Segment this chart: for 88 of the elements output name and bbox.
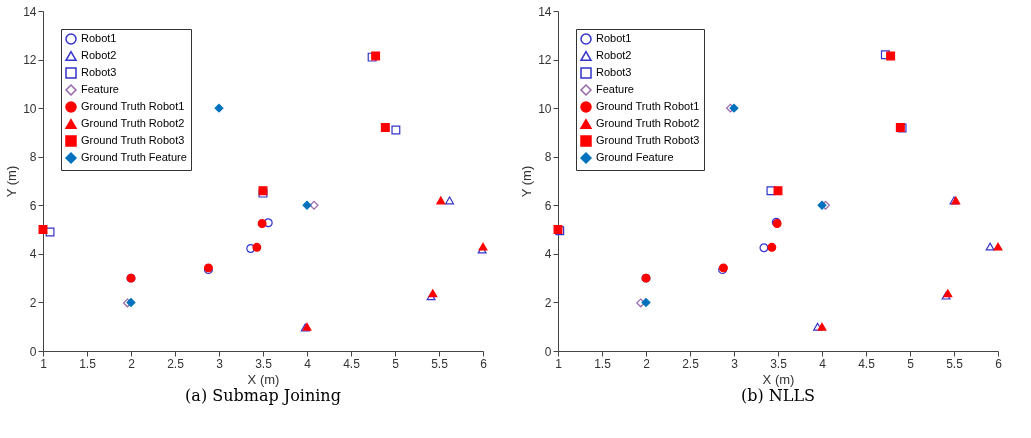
point xyxy=(246,244,256,253)
point xyxy=(886,51,896,61)
point xyxy=(367,52,377,62)
point xyxy=(380,123,390,133)
x-tick-label: 2.5 xyxy=(167,356,185,371)
legend-label: Robot3 xyxy=(596,66,632,78)
legend-label: Ground Truth Feature xyxy=(81,151,187,163)
point xyxy=(45,227,55,237)
point xyxy=(38,225,48,235)
point xyxy=(257,219,267,228)
x-tick-label: 4.5 xyxy=(343,356,361,371)
y-tick-label: 4 xyxy=(544,247,552,262)
legend-label: Robot3 xyxy=(81,66,117,78)
legend-label: Robot1 xyxy=(596,32,632,44)
y-axis-title: Y (m) xyxy=(4,165,20,198)
y-tick-label: 8 xyxy=(544,150,552,165)
x-tick-label: 6 xyxy=(995,356,1003,371)
x-tick-label: 3 xyxy=(731,356,739,371)
x-tick-label: 5.5 xyxy=(946,356,964,371)
y-tick-label: 4 xyxy=(29,247,37,262)
x-tick-label: 6 xyxy=(480,356,488,371)
point xyxy=(993,242,1003,251)
legend-label: Ground Feature xyxy=(596,151,674,163)
text: (a) Submap Joining xyxy=(185,386,341,405)
x-tick-label: 4 xyxy=(819,356,827,371)
x-tick-label: 4 xyxy=(304,356,312,371)
x-tick-label: 3.5 xyxy=(770,356,788,371)
x-axis-title: X (m) xyxy=(247,371,280,387)
point xyxy=(641,297,651,307)
y-tick-label: 8 xyxy=(29,150,37,165)
y-tick-label: 14 xyxy=(23,4,37,19)
x-tick-label: 1.5 xyxy=(594,356,612,371)
legend-label: Ground Truth Robot2 xyxy=(596,117,700,129)
x-tick-label: 2.5 xyxy=(682,356,700,371)
x-tick-label: 1 xyxy=(40,356,48,371)
x-tick-label: 2 xyxy=(643,356,651,371)
y-tick-label: 10 xyxy=(538,101,552,116)
x-tick-label: 5 xyxy=(907,356,915,371)
x-tick-label: 5.5 xyxy=(431,356,449,371)
y-tick-label: 6 xyxy=(544,198,552,213)
x-tick-label: 1.5 xyxy=(79,356,97,371)
x-axis-title: X (m) xyxy=(762,371,795,387)
legend-label: Ground Truth Robot3 xyxy=(81,134,185,146)
point xyxy=(985,242,995,251)
legend-label: Ground Truth Robot3 xyxy=(596,134,700,146)
y-tick-label: 0 xyxy=(544,344,552,359)
legend-label: Feature xyxy=(596,83,634,95)
text: (b) NLLS xyxy=(740,386,816,405)
legend-label: Robot2 xyxy=(596,49,632,61)
point xyxy=(773,186,783,196)
legend-label: Robot1 xyxy=(81,32,117,44)
point xyxy=(817,200,827,210)
x-tick-label: 3.5 xyxy=(255,356,273,371)
point xyxy=(813,322,823,331)
point xyxy=(766,186,776,196)
point xyxy=(302,200,312,210)
y-tick-label: 6 xyxy=(29,198,37,213)
x-tick-label: 3 xyxy=(216,356,224,371)
legend-label: Robot2 xyxy=(81,49,117,61)
y-tick-label: 12 xyxy=(23,53,37,68)
point xyxy=(214,103,224,113)
point xyxy=(252,242,262,252)
point xyxy=(767,242,777,252)
x-tick-label: 5 xyxy=(392,356,400,371)
legend-label: Ground Truth Robot1 xyxy=(81,100,185,112)
legend-label: Feature xyxy=(81,83,119,95)
x-tick-label: 1 xyxy=(555,356,563,371)
x-tick-label: 4.5 xyxy=(858,356,876,371)
point xyxy=(759,243,769,253)
point xyxy=(880,50,890,60)
y-tick-label: 12 xyxy=(538,53,552,68)
y-tick-label: 2 xyxy=(544,295,552,310)
y-tick-label: 2 xyxy=(29,295,37,310)
point xyxy=(309,200,319,210)
point xyxy=(445,196,455,205)
y-axis-title: Y (m) xyxy=(519,165,535,198)
point xyxy=(436,196,446,205)
point xyxy=(817,322,827,331)
point xyxy=(391,125,401,135)
x-tick-label: 2 xyxy=(128,356,136,371)
legend-label: Ground Truth Robot1 xyxy=(596,100,700,112)
point xyxy=(729,103,739,113)
y-tick-label: 14 xyxy=(538,4,552,19)
point xyxy=(371,51,381,61)
y-tick-label: 0 xyxy=(29,344,37,359)
legend-label: Ground Truth Robot2 xyxy=(81,117,185,129)
y-tick-label: 10 xyxy=(23,101,37,116)
point xyxy=(126,297,136,307)
